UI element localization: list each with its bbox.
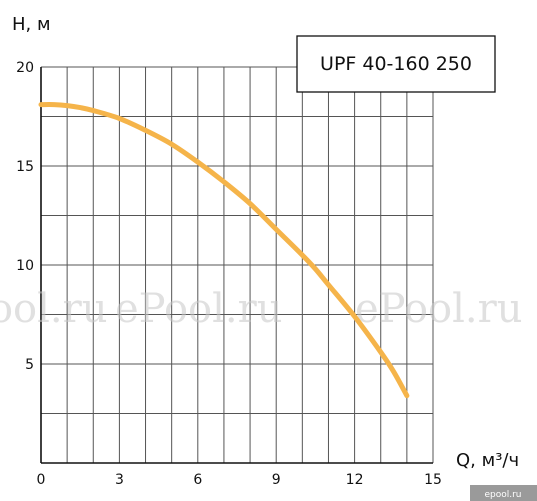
corner-badge: epool.ru [470,485,537,501]
x-tick-label: 3 [115,472,124,488]
grid [41,66,434,463]
model-label: UPF 40-160 250 [320,53,472,75]
x-axis-title: Q, м³/ч [456,450,519,471]
x-tick-label: 12 [346,472,364,488]
y-axis-title: H, м [12,14,51,35]
y-tick-label: 10 [16,258,34,274]
watermark-right: ePool.ru [355,286,523,332]
x-tick-label: 6 [193,472,202,488]
series-layer [38,102,410,399]
watermark-left: ePool.ru [0,286,108,332]
y-tick-label: 20 [16,60,34,76]
x-tick-label: 9 [272,472,281,488]
watermarks: ePool.ru ePool.ru ePool.ru [0,286,523,332]
tick-labels: 0 3 6 9 12 15 5 10 15 20 [16,60,442,488]
watermark-center: ePool.ru [115,286,283,332]
model-label-box: UPF 40-160 250 [296,35,496,93]
corner-badge-text: epool.ru [484,490,521,500]
y-tick-label: 15 [16,159,34,175]
y-tick-label: 5 [25,357,34,373]
x-tick-label: 0 [37,472,46,488]
x-tick-label: 15 [424,472,442,488]
pump-curve-line [38,102,410,399]
axes [40,67,433,464]
